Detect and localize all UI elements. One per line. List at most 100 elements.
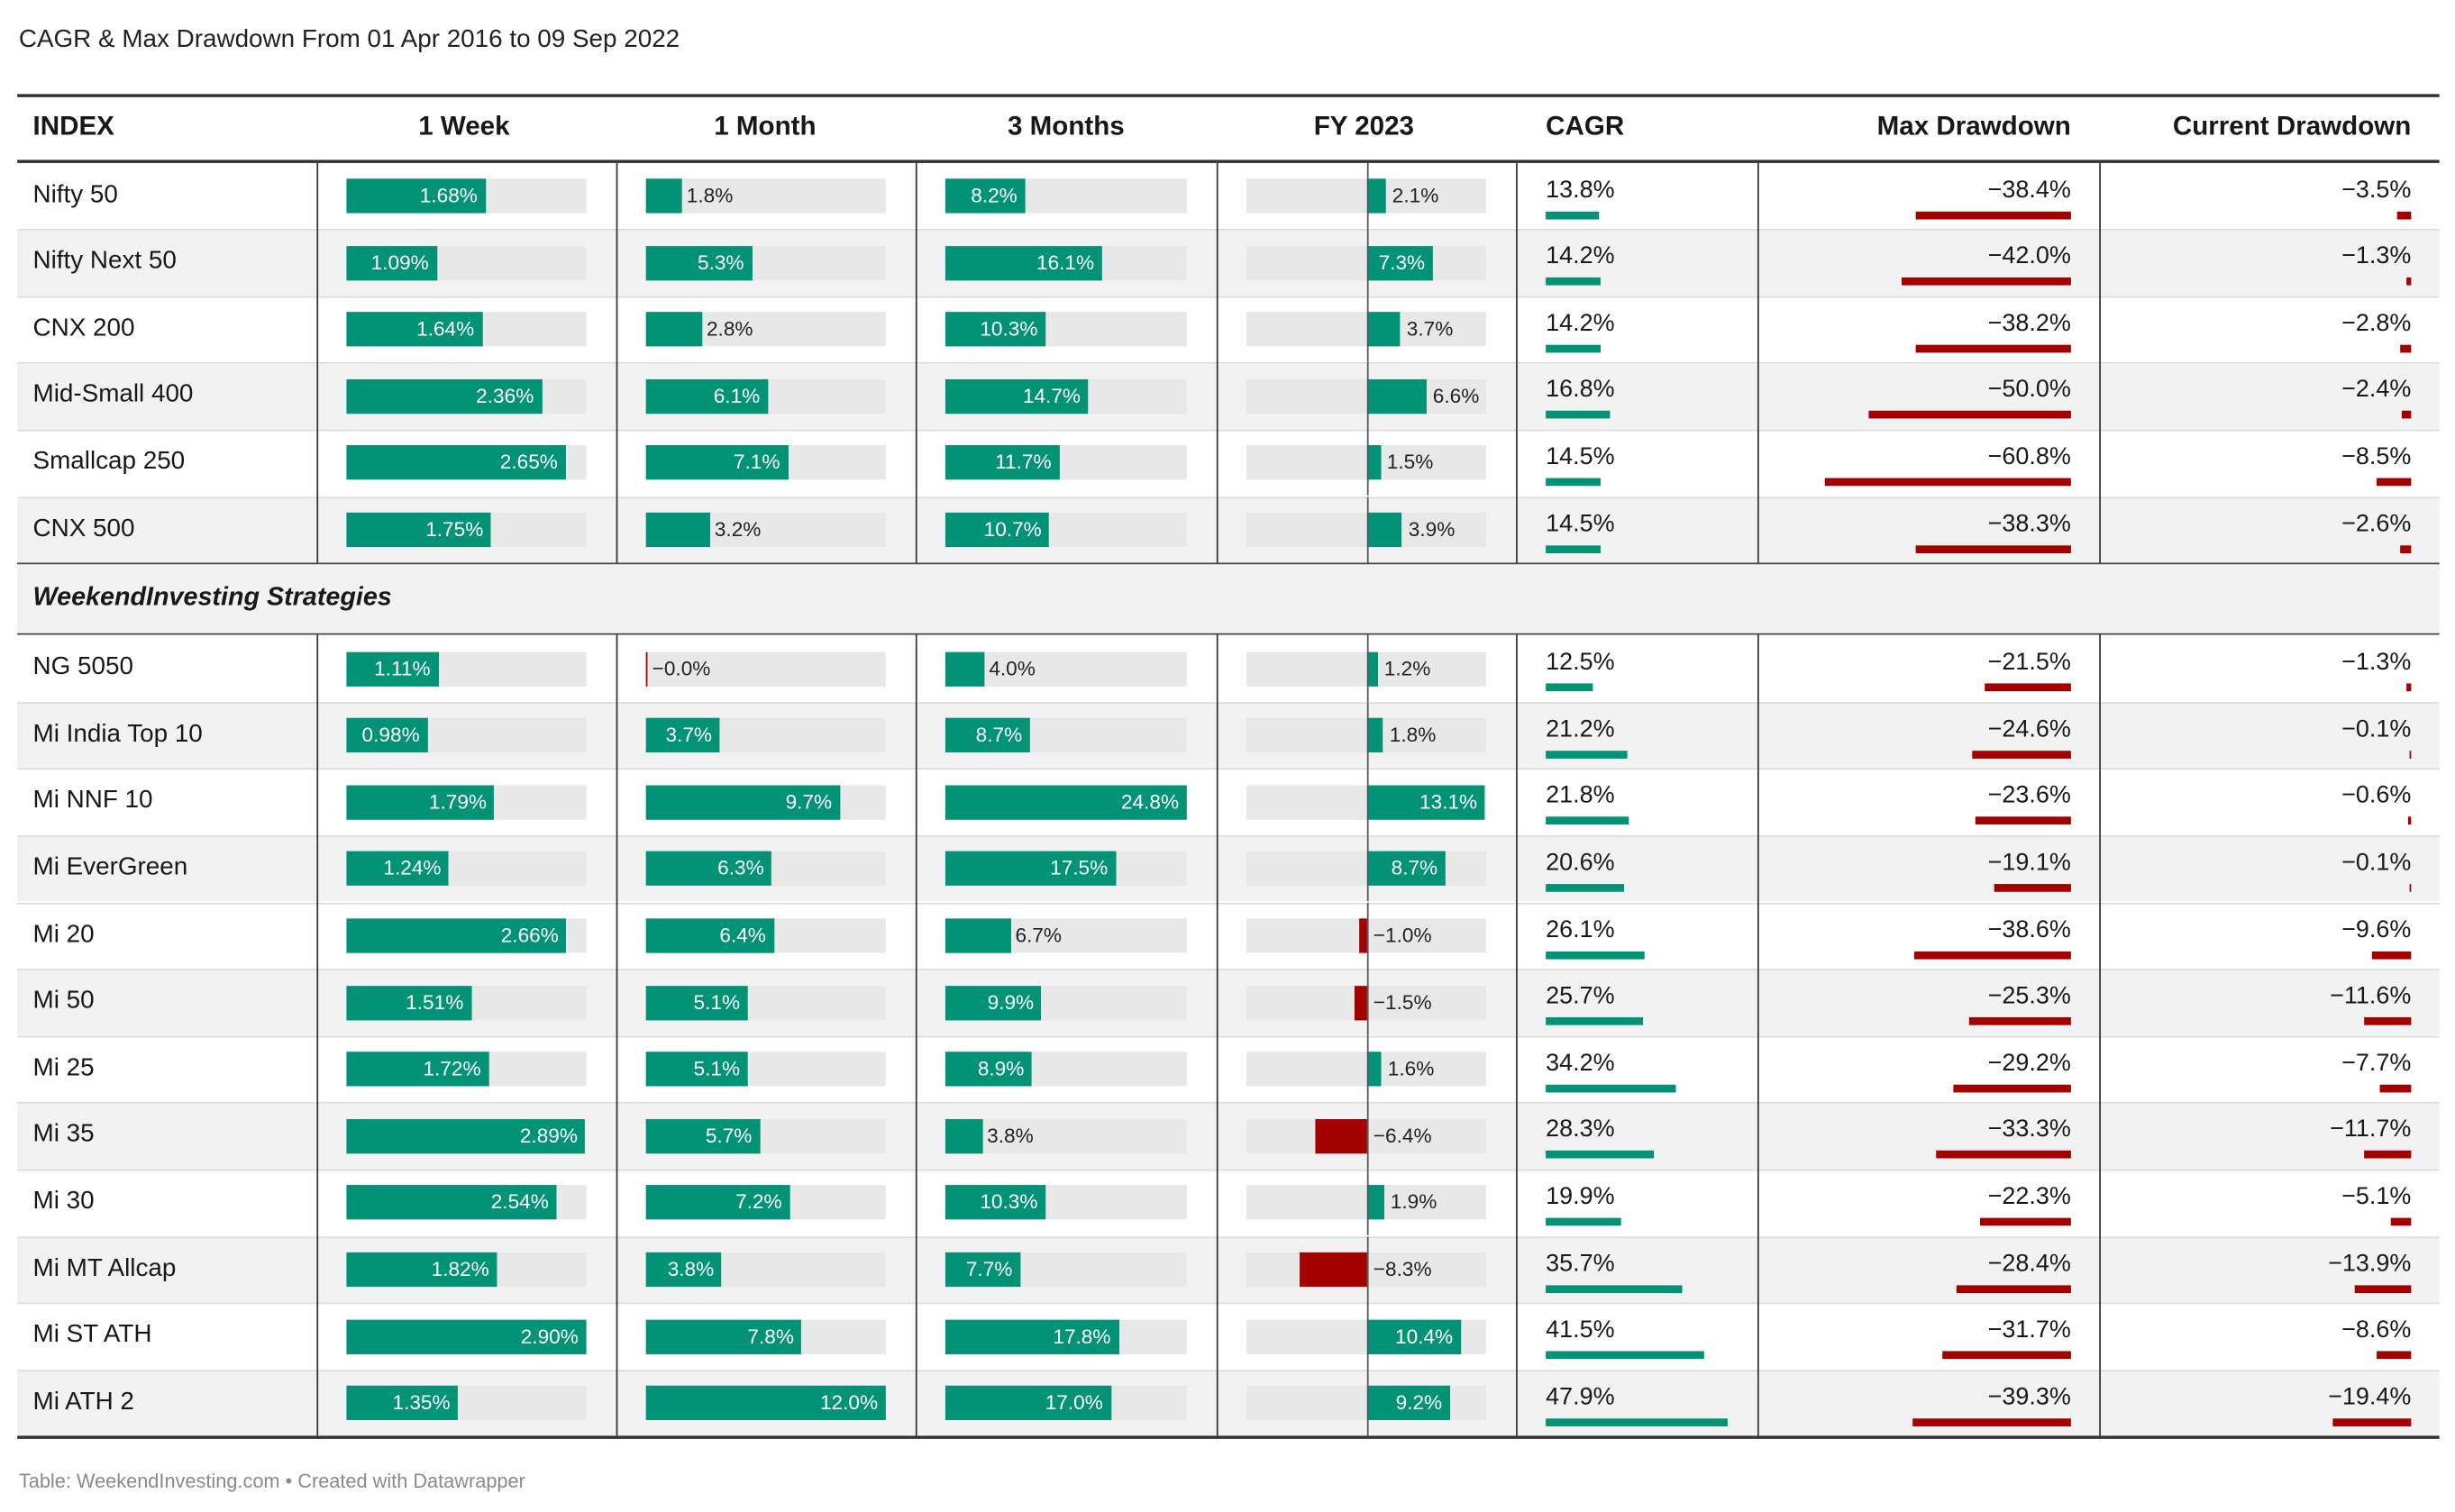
current-drawdown-value: −8.6% [2341, 1316, 2412, 1343]
bar-three_months [945, 1185, 1046, 1221]
header-3-months: 3 Months [1007, 111, 1125, 141]
current-drawdown-bar [2408, 816, 2412, 825]
bar-three_months [945, 378, 1089, 414]
column-separator [1516, 634, 1518, 1436]
bar-fy2023 [1366, 378, 1427, 414]
current-drawdown-bar [2396, 210, 2412, 219]
value-label-week: 1.82% [431, 1257, 489, 1281]
value-label-month: −0.0% [652, 656, 711, 680]
max-drawdown-value: −25.3% [1987, 982, 2071, 1010]
cagr-bar [1546, 478, 1602, 487]
max-drawdown-bar [1868, 411, 2071, 419]
bar-fy2023 [1366, 1052, 1382, 1087]
value-label-week: 1.64% [416, 316, 475, 341]
value-label-fy2023: −6.4% [1373, 1123, 1432, 1147]
current-drawdown-bar [2363, 1151, 2412, 1160]
bar-week [346, 512, 492, 548]
bar-week [346, 1386, 459, 1421]
row-divider [17, 496, 2440, 498]
row-divider [17, 768, 2440, 770]
value-label-month: 3.8% [667, 1257, 715, 1281]
bar-fy2023 [1366, 1386, 1450, 1421]
cagr-value: 28.3% [1546, 1116, 1615, 1143]
current-drawdown-bar [2405, 278, 2412, 286]
value-label-month: 9.7% [785, 789, 833, 814]
max-drawdown-bar [1936, 1151, 2071, 1160]
value-label-week: 1.79% [428, 789, 488, 814]
max-drawdown-value: −50.0% [1987, 376, 2071, 404]
value-label-three_months: 14.7% [1022, 383, 1081, 407]
cagr-value: 34.2% [1546, 1049, 1615, 1077]
value-label-three_months: 8.9% [977, 1056, 1025, 1080]
fy2023-zero-axis [1366, 1035, 1369, 1103]
cagr-bar [1546, 1417, 1729, 1426]
chart-footer: Table: WeekendInvesting.com • Created wi… [18, 1470, 525, 1493]
value-label-fy2023: 6.6% [1432, 383, 1480, 407]
cagr-bar [1546, 883, 1625, 892]
max-drawdown-value: −22.3% [1987, 1183, 2071, 1210]
fy2023-zero-axis [1366, 296, 1369, 363]
bar-fy2023 [1355, 985, 1367, 1020]
max-drawdown-bar [1942, 1351, 2071, 1360]
header-cagr: CAGR [1546, 111, 1625, 141]
cagr-bar [1546, 1284, 1683, 1293]
current-drawdown-bar [2354, 1284, 2412, 1293]
current-drawdown-bar [2364, 1017, 2412, 1025]
cagr-value: 21.2% [1546, 715, 1615, 742]
column-separator [1757, 634, 1759, 1436]
value-label-month: 5.7% [705, 1123, 753, 1147]
row-name: Mi 20 [32, 920, 95, 948]
cagr-bar [1546, 1017, 1644, 1025]
value-label-three_months: 17.0% [1045, 1390, 1103, 1415]
bar-month [645, 985, 748, 1020]
max-drawdown-value: −19.1% [1987, 849, 2071, 877]
cagr-value: 19.9% [1546, 1183, 1615, 1210]
bar-week [346, 312, 482, 347]
value-label-month: 12.0% [819, 1390, 879, 1415]
value-label-month: 6.3% [717, 856, 764, 880]
column-separator [1516, 162, 1518, 563]
column-separator [316, 162, 319, 563]
current-drawdown-bar [2390, 1217, 2412, 1226]
max-drawdown-value: −39.3% [1987, 1383, 2071, 1411]
bar-week [346, 1185, 557, 1221]
cagr-value: 16.8% [1546, 376, 1615, 404]
column-separator [915, 634, 917, 1436]
cagr-value: 26.1% [1546, 915, 1615, 943]
bar-track [1246, 1052, 1487, 1087]
current-drawdown-value: −8.5% [2341, 443, 2412, 470]
max-drawdown-bar [1914, 951, 2071, 959]
value-label-fy2023: 3.9% [1408, 517, 1456, 542]
row-name: Mi 50 [32, 988, 95, 1015]
bar-three_months [945, 718, 1030, 753]
max-drawdown-bar [1956, 1284, 2071, 1293]
value-label-week: 1.35% [392, 1390, 451, 1415]
bar-week [346, 445, 566, 480]
bar-month [645, 512, 710, 548]
bar-track [1246, 245, 1487, 280]
fy2023-zero-axis [1366, 701, 1369, 769]
cagr-value: 14.2% [1546, 242, 1615, 270]
fy2023-zero-axis [1366, 362, 1369, 430]
bar-track [1246, 718, 1487, 753]
row-divider [17, 1369, 2440, 1371]
row-name: Nifty Next 50 [32, 248, 177, 275]
row-divider [17, 1302, 2440, 1305]
fy2023-zero-axis [1366, 634, 1369, 702]
column-separator [2099, 162, 2101, 563]
bar-month [645, 1386, 886, 1421]
bar-week [346, 1118, 586, 1153]
row-name: Smallcap 250 [32, 448, 186, 475]
bar-month [645, 1052, 748, 1087]
row-name: Nifty 50 [32, 180, 118, 208]
row-name: Mi ATH 2 [32, 1388, 134, 1416]
max-drawdown-bar [1901, 278, 2071, 286]
bar-fy2023 [1366, 512, 1402, 548]
section-title: WeekendInvesting Strategies [32, 583, 392, 612]
bar-week [346, 985, 471, 1020]
current-drawdown-bar [2332, 1417, 2412, 1426]
max-drawdown-bar [1984, 683, 2071, 692]
value-label-fy2023: 2.1% [1392, 183, 1439, 207]
value-label-fy2023: −1.5% [1373, 989, 1432, 1014]
